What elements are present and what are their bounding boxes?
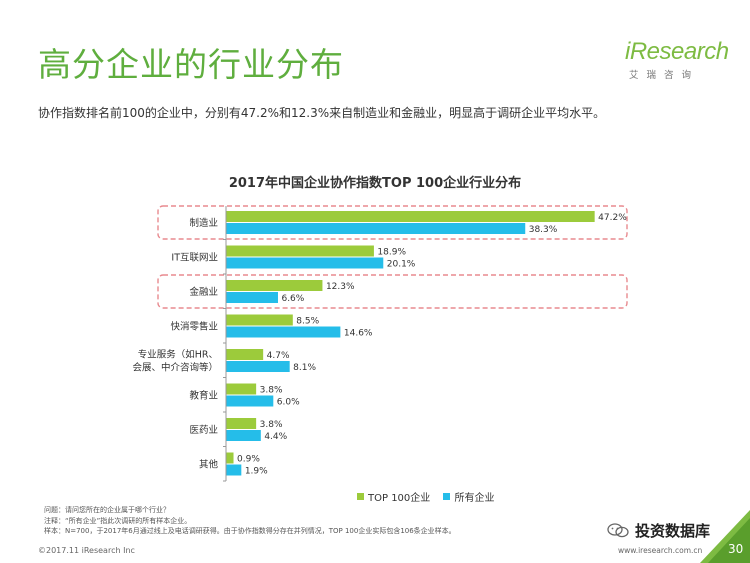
corner-decoration	[700, 510, 750, 563]
wechat-label: 投资数据库	[635, 522, 711, 540]
bar-all-5	[226, 395, 274, 407]
data-label-top100-7: 0.9%	[237, 455, 260, 465]
bar-all-1	[226, 257, 384, 269]
logo-text: iResearch	[625, 38, 729, 65]
data-label-all-3: 14.6%	[344, 329, 373, 339]
data-label-all-7: 1.9%	[245, 467, 268, 477]
page-subtitle: 协作指数排名前100的企业中，分别有47.2%和12.3%来自制造业和金融业，明…	[38, 106, 606, 120]
legend-item-all: 所有企业	[443, 493, 494, 504]
bar-all-2	[226, 292, 278, 303]
category-label-2: 金融业	[189, 286, 218, 298]
legend-swatch-all	[443, 493, 451, 500]
footnotes: 问题：请问您所在的企业属于哪个行业？ 注释：“所有企业”指此次调研的所有样本企业…	[44, 505, 456, 537]
legend-label-top100: TOP 100企业	[368, 493, 431, 504]
bar-top100-1	[226, 245, 374, 257]
bar-top100-7	[226, 452, 234, 464]
chart-title: 2017年中国企业协作指数TOP 100企业行业分布	[228, 176, 522, 191]
category-label-1: IT互联网业	[171, 253, 218, 264]
legend-swatch-top100	[357, 493, 364, 500]
category-label-4-line1: 会展、中介咨询等）	[132, 362, 218, 374]
bar-all-7	[226, 464, 242, 476]
data-label-all-0: 38.3%	[529, 225, 558, 235]
data-label-top100-1: 18.9%	[377, 248, 406, 258]
page-number: 30	[728, 542, 744, 556]
iresearch-logo: iResearch 艾瑞咨询	[617, 38, 729, 88]
data-label-all-4: 8.1%	[293, 363, 316, 373]
website-url: www.iresearch.com.cn	[618, 546, 703, 555]
bar-top100-6	[226, 418, 257, 429]
bar-all-0	[226, 223, 526, 234]
bar-top100-5	[226, 383, 257, 395]
category-label-5: 教育业	[189, 390, 218, 402]
wechat-watermark: 投资数据库	[607, 520, 710, 541]
data-label-top100-2: 12.3%	[326, 282, 355, 292]
bar-all-3	[226, 326, 341, 338]
category-label-0: 制造业	[189, 217, 218, 229]
data-label-all-2: 6.6%	[281, 294, 304, 304]
data-label-all-6: 4.4%	[264, 432, 287, 442]
page-title: 高分企业的行业分布	[38, 45, 344, 84]
note-question: 问题：请问您所在的企业属于哪个行业？	[44, 506, 170, 514]
category-label-3: 快消零售业	[170, 321, 218, 333]
data-label-all-5: 6.0%	[277, 398, 300, 408]
note-comment: 注释：“所有企业”指此次调研的所有样本企业。	[44, 516, 192, 525]
category-label-4-line0: 专业服务（如HR、	[138, 349, 218, 361]
note-sample: 样本：N=700，于2017年6月通过线上及电话调研获得。由于协作指数得分存在并…	[44, 527, 456, 535]
bar-all-4	[226, 361, 290, 372]
bar-top100-0	[226, 211, 595, 222]
bar-all-6	[226, 430, 261, 441]
bar-top100-4	[226, 349, 264, 360]
legend-item-top100: TOP 100企业	[357, 493, 430, 504]
highlight-box-2	[157, 274, 628, 309]
data-label-all-1: 20.1%	[387, 260, 416, 270]
data-label-top100-3: 8.5%	[296, 317, 319, 327]
category-label-6: 医药业	[189, 425, 218, 436]
category-label-7: 其他	[199, 459, 219, 471]
bar-top100-2	[226, 280, 323, 291]
logo-subtext: 艾瑞咨询	[629, 70, 700, 81]
data-label-top100-6: 3.8%	[260, 420, 283, 430]
data-label-top100-5: 3.8%	[260, 386, 283, 396]
chart-legend: TOP 100企业 所有企业	[357, 489, 504, 504]
wechat-icon	[607, 523, 629, 538]
legend-label-all: 所有企业	[454, 493, 495, 504]
bar-top100-3	[226, 314, 293, 326]
copyright: ©2017.11 iResearch Inc	[38, 546, 135, 555]
data-label-top100-0: 47.2%	[598, 213, 627, 223]
data-label-top100-4: 4.7%	[267, 351, 290, 361]
